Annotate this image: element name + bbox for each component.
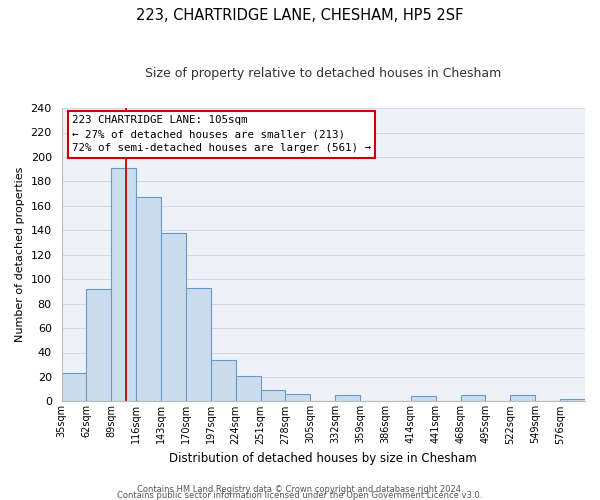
Title: Size of property relative to detached houses in Chesham: Size of property relative to detached ho… xyxy=(145,68,502,80)
Text: 223 CHARTRIDGE LANE: 105sqm
← 27% of detached houses are smaller (213)
72% of se: 223 CHARTRIDGE LANE: 105sqm ← 27% of det… xyxy=(72,116,371,154)
Text: Contains public sector information licensed under the Open Government Licence v3: Contains public sector information licen… xyxy=(118,490,482,500)
Bar xyxy=(161,232,186,402)
Bar xyxy=(411,396,436,402)
Bar xyxy=(111,168,136,402)
Bar xyxy=(62,374,86,402)
Bar xyxy=(511,396,535,402)
Text: 223, CHARTRIDGE LANE, CHESHAM, HP5 2SF: 223, CHARTRIDGE LANE, CHESHAM, HP5 2SF xyxy=(136,8,464,22)
Bar xyxy=(461,396,485,402)
Y-axis label: Number of detached properties: Number of detached properties xyxy=(15,167,25,342)
X-axis label: Distribution of detached houses by size in Chesham: Distribution of detached houses by size … xyxy=(169,452,477,465)
Bar xyxy=(136,198,161,402)
Bar xyxy=(211,360,236,402)
Bar xyxy=(236,376,260,402)
Bar xyxy=(186,288,211,402)
Text: Contains HM Land Registry data © Crown copyright and database right 2024.: Contains HM Land Registry data © Crown c… xyxy=(137,485,463,494)
Bar xyxy=(260,390,286,402)
Bar xyxy=(286,394,310,402)
Bar xyxy=(86,289,111,402)
Bar xyxy=(335,396,360,402)
Bar xyxy=(560,399,585,402)
